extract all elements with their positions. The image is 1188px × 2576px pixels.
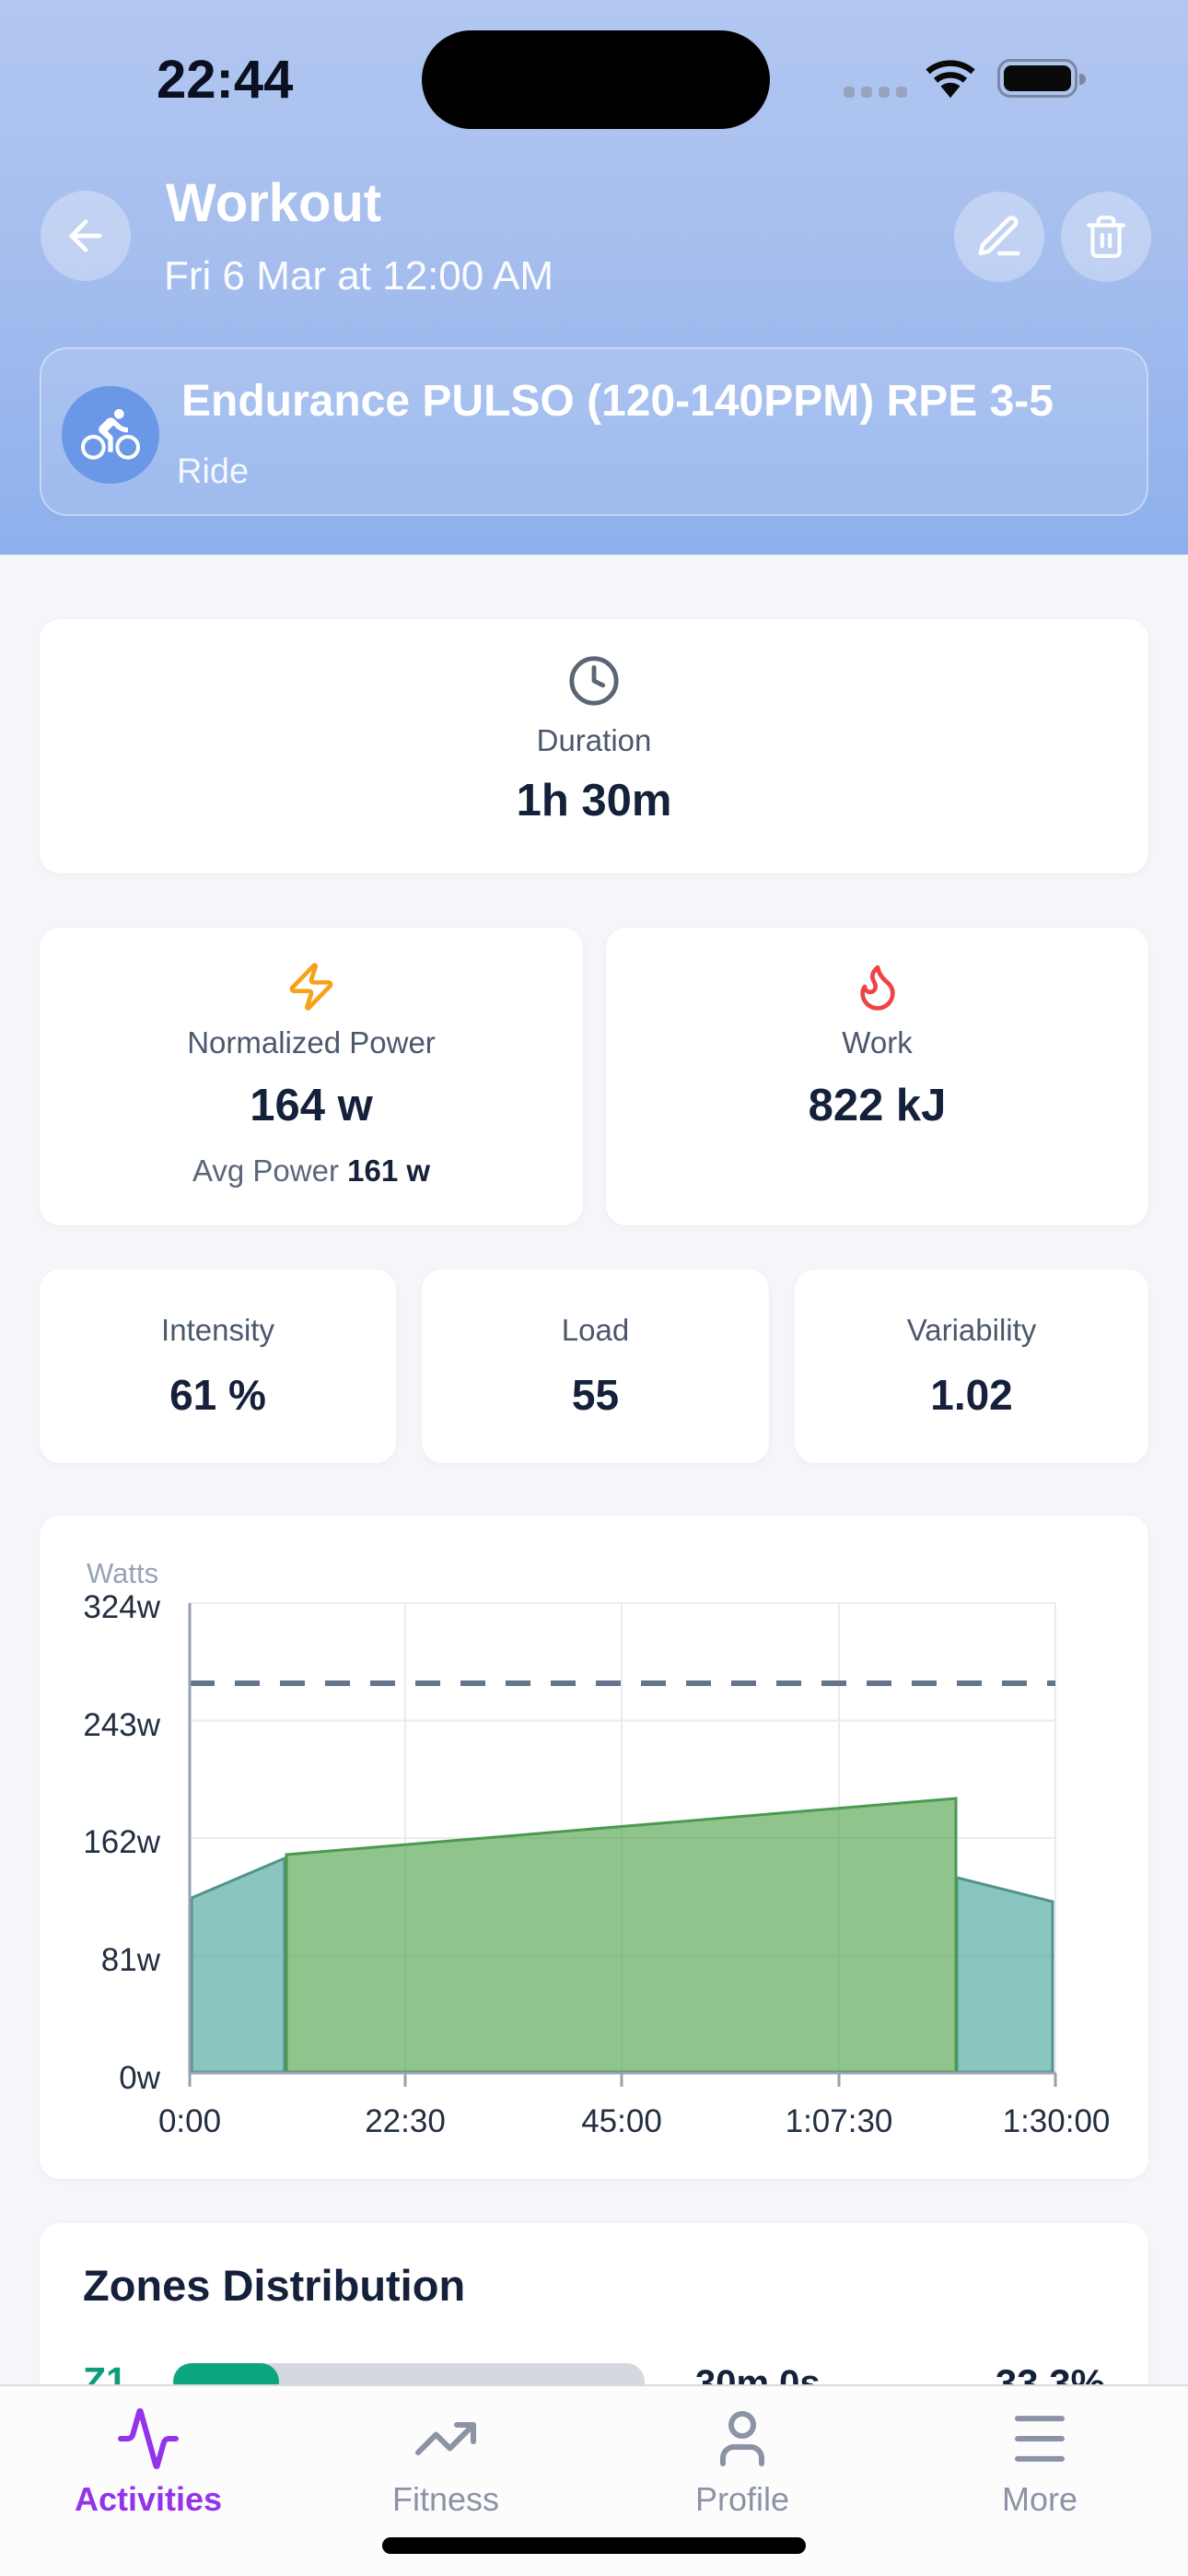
svg-text:1:07:30: 1:07:30 [786, 2103, 893, 2139]
svg-text:45:00: 45:00 [581, 2103, 662, 2139]
svg-text:22:30: 22:30 [365, 2103, 446, 2139]
svg-text:243w: 243w [83, 1707, 160, 1743]
svg-text:1:30:00: 1:30:00 [1003, 2103, 1111, 2139]
svg-text:324w: 324w [83, 1589, 160, 1625]
svg-text:81w: 81w [101, 1942, 161, 1978]
svg-text:162w: 162w [83, 1824, 160, 1860]
svg-text:0:00: 0:00 [158, 2103, 221, 2139]
svg-text:Watts: Watts [87, 1557, 158, 1589]
svg-text:0w: 0w [119, 2060, 160, 2096]
